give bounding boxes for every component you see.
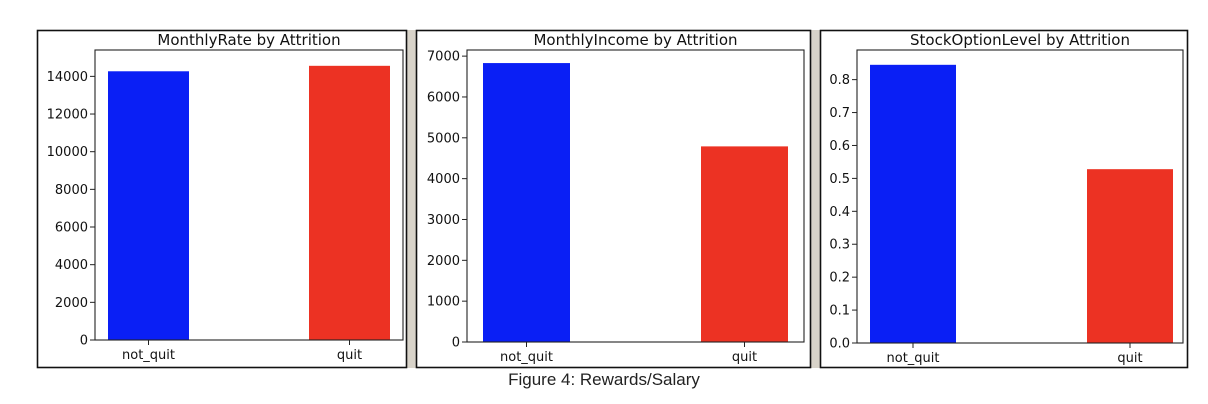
chart-panel-3: 0.0 0.1 0.2 0.3 0.4 0.5 0.6 0.7 0.8 not_quit quit S… [819, 29, 1189, 369]
x-tick-label: quit [337, 348, 362, 363]
y-tick-label: 2000 [55, 296, 88, 311]
x-tick-label: not_quit [500, 350, 553, 365]
axes-box [94, 49, 404, 341]
bar-not_quit [483, 63, 570, 342]
figure-caption: Figure 4: Rewards/Salary [508, 370, 700, 389]
y-tick-label: 0 [80, 334, 88, 349]
axes-box [856, 49, 1184, 344]
y-tick-label: 8000 [55, 183, 88, 198]
y-tick-label: 4000 [55, 258, 88, 273]
chart-panel-2: 0 1000 2000 3000 4000 5000 6000 7000 not_quit qui… [415, 29, 812, 369]
y-tick-label: 6000 [427, 90, 460, 105]
y-tick-label: 4000 [427, 172, 460, 187]
y-tick-label: 0.3 [829, 238, 850, 253]
charts: 02000400060008000100001200014000not_quit… [36, 29, 1189, 369]
y-tick-label: 0.8 [829, 73, 850, 88]
bar-quit [1087, 169, 1173, 343]
y-tick-label: 0.5 [829, 172, 850, 187]
chart-title: MonthlyIncome by Attrition [533, 31, 737, 49]
y-tick-label: 6000 [55, 221, 88, 236]
y-tick-label: 5000 [427, 131, 460, 146]
y-tick-label: 0.0 [829, 337, 850, 352]
y-tick-label: 0.6 [829, 139, 850, 154]
y-tick-label: 12000 [47, 108, 88, 123]
y-tick-label: 0.7 [829, 106, 850, 121]
chart-title: MonthlyRate by Attrition [157, 31, 340, 49]
separator-1 [407, 30, 416, 368]
y-tick-label: 3000 [427, 213, 460, 228]
x-tick-label: not_quit [887, 351, 940, 366]
separator-2 [811, 30, 820, 368]
chart-panel-1: 0 2000 4000 6000 8000 10000 12000 14000 not_quit… [36, 29, 408, 369]
y-tick-label: 0.4 [829, 205, 850, 220]
x-tick-label: quit [1117, 351, 1142, 366]
y-tick-label: 10000 [47, 145, 88, 160]
y-tick-label: 14000 [47, 70, 88, 85]
y-tick-label: 2000 [427, 254, 460, 269]
bar-not_quit [870, 64, 956, 343]
axes-box [466, 49, 805, 343]
y-tick-label: 1000 [427, 295, 460, 310]
x-tick-label: not_quit [122, 348, 175, 363]
y-tick-label: 0 [452, 336, 460, 351]
chart-title: StockOptionLevel by Attrition [910, 31, 1130, 49]
bar-quit [701, 146, 788, 342]
y-tick-label: 0.1 [829, 304, 850, 319]
bar-quit [309, 65, 390, 341]
bar-not_quit [108, 71, 189, 340]
y-tick-label: 0.2 [829, 271, 850, 286]
y-tick-label: 7000 [427, 50, 460, 65]
x-tick-label: quit [732, 350, 757, 365]
